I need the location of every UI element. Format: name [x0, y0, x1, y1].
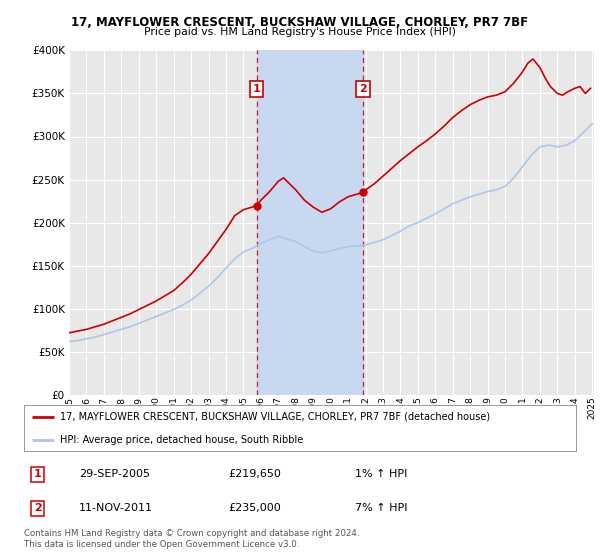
- Text: £235,000: £235,000: [228, 503, 281, 514]
- Text: Price paid vs. HM Land Registry's House Price Index (HPI): Price paid vs. HM Land Registry's House …: [144, 27, 456, 38]
- Text: £219,650: £219,650: [228, 469, 281, 479]
- Text: 29-SEP-2005: 29-SEP-2005: [79, 469, 150, 479]
- Text: 11-NOV-2011: 11-NOV-2011: [79, 503, 153, 514]
- Bar: [257, 50, 363, 395]
- Text: 1: 1: [34, 469, 41, 479]
- Text: 2: 2: [359, 84, 367, 94]
- Text: 17, MAYFLOWER CRESCENT, BUCKSHAW VILLAGE, CHORLEY, PR7 7BF: 17, MAYFLOWER CRESCENT, BUCKSHAW VILLAGE…: [71, 16, 529, 29]
- Text: 7% ↑ HPI: 7% ↑ HPI: [355, 503, 408, 514]
- Text: 1: 1: [253, 84, 260, 94]
- Text: 17, MAYFLOWER CRESCENT, BUCKSHAW VILLAGE, CHORLEY, PR7 7BF (detached house): 17, MAYFLOWER CRESCENT, BUCKSHAW VILLAGE…: [60, 412, 490, 422]
- Text: 1% ↑ HPI: 1% ↑ HPI: [355, 469, 407, 479]
- Text: 2: 2: [34, 503, 41, 514]
- Text: Contains HM Land Registry data © Crown copyright and database right 2024.
This d: Contains HM Land Registry data © Crown c…: [24, 529, 359, 549]
- Text: HPI: Average price, detached house, South Ribble: HPI: Average price, detached house, Sout…: [60, 435, 303, 445]
